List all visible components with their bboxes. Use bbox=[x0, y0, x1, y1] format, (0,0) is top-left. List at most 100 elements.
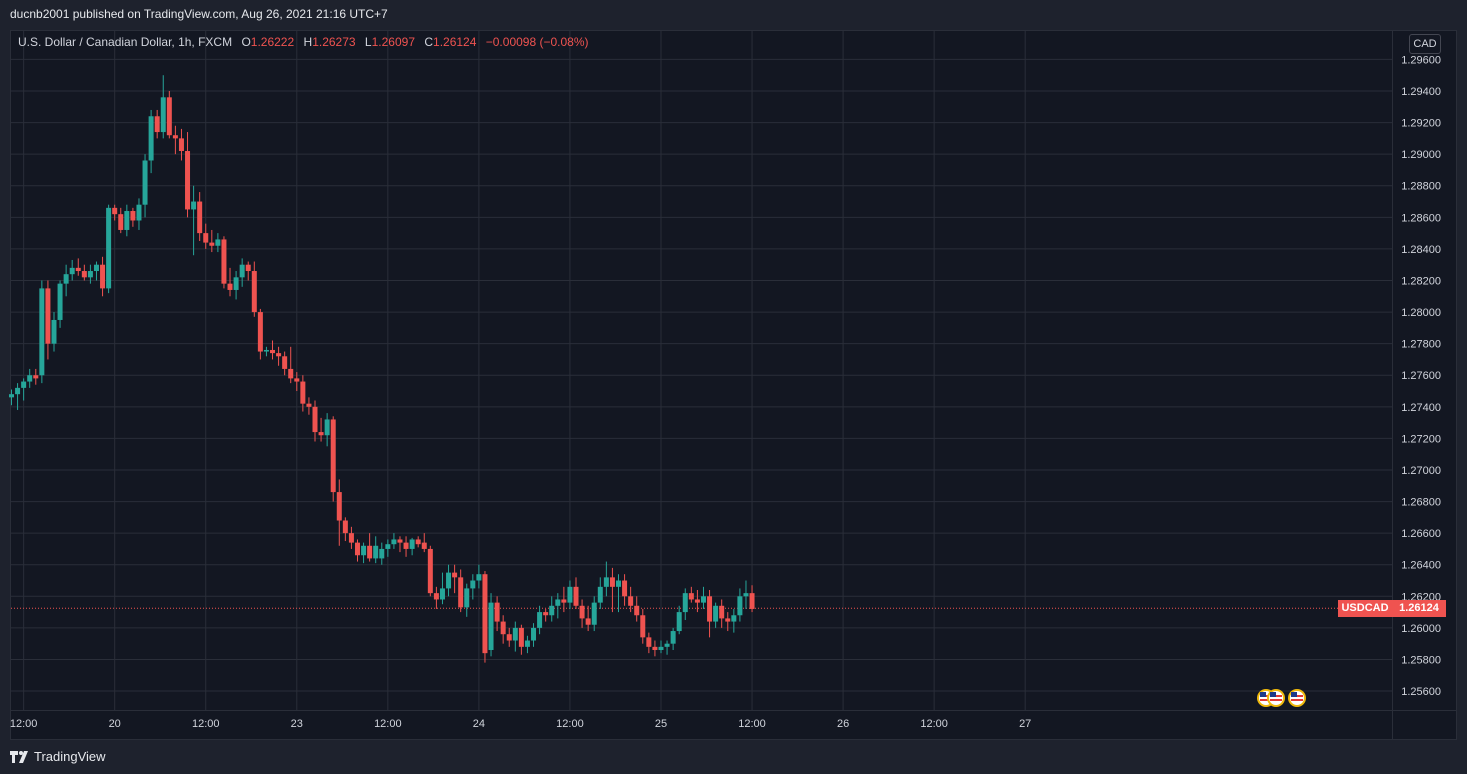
candle bbox=[227, 267, 233, 297]
y-tick-label: 1.28800 bbox=[1401, 181, 1441, 193]
candle-body bbox=[634, 605, 640, 616]
candle bbox=[500, 615, 506, 644]
candle-body bbox=[603, 577, 609, 587]
candle bbox=[288, 346, 294, 384]
candle bbox=[658, 640, 664, 654]
candle-body bbox=[142, 160, 148, 205]
candle-body bbox=[597, 586, 603, 603]
candle-body bbox=[354, 542, 360, 556]
candle bbox=[749, 585, 755, 613]
candle bbox=[203, 223, 209, 249]
candle bbox=[239, 258, 245, 287]
candle bbox=[634, 596, 640, 622]
candle bbox=[664, 640, 670, 655]
candle bbox=[700, 586, 706, 609]
y-tick-label: 1.29200 bbox=[1401, 118, 1441, 130]
tradingview-brand[interactable]: TradingView bbox=[10, 749, 106, 764]
candle-body bbox=[209, 242, 215, 246]
candle bbox=[616, 574, 621, 613]
us-flag-icon[interactable] bbox=[1267, 689, 1285, 707]
candle bbox=[51, 312, 57, 352]
candle bbox=[452, 564, 458, 594]
candle-body bbox=[93, 264, 99, 272]
candle-body bbox=[251, 271, 257, 313]
candle bbox=[75, 258, 81, 276]
candle-body bbox=[573, 586, 579, 606]
candle-body bbox=[15, 387, 21, 395]
candle-body bbox=[670, 631, 676, 644]
x-tick-label: 12:00 bbox=[556, 718, 584, 730]
candle-body bbox=[707, 596, 713, 622]
candle-body bbox=[446, 572, 452, 589]
candle-body bbox=[439, 588, 445, 600]
candle bbox=[464, 583, 470, 617]
candle-body bbox=[731, 615, 737, 622]
candle bbox=[458, 569, 464, 613]
candle bbox=[312, 400, 318, 442]
candle bbox=[373, 536, 379, 564]
candle-body bbox=[494, 602, 500, 622]
candle bbox=[318, 417, 324, 442]
candle-body bbox=[373, 545, 379, 559]
y-tick-label: 1.27000 bbox=[1401, 465, 1441, 477]
candle bbox=[336, 479, 342, 546]
candle bbox=[427, 545, 433, 597]
us-flag-icon[interactable] bbox=[1288, 689, 1306, 707]
change-value: −0.00098 (−0.08%) bbox=[485, 35, 589, 49]
candle-body bbox=[652, 646, 658, 650]
candle bbox=[737, 588, 743, 622]
candle-body bbox=[245, 264, 251, 272]
candle bbox=[160, 75, 166, 139]
close-value: 1.26124 bbox=[433, 35, 477, 49]
candle bbox=[294, 372, 300, 392]
candle bbox=[330, 416, 336, 502]
candle-body bbox=[276, 353, 282, 357]
candle-body bbox=[288, 368, 294, 379]
candle bbox=[191, 185, 197, 256]
candle bbox=[403, 536, 409, 557]
candle-body bbox=[270, 349, 276, 354]
candle-body bbox=[154, 116, 160, 133]
candle-body bbox=[51, 319, 57, 344]
currency-badge[interactable]: CAD bbox=[1409, 34, 1441, 54]
candle bbox=[124, 204, 130, 237]
x-tick-label: 12:00 bbox=[192, 718, 220, 730]
candle-body bbox=[646, 637, 652, 647]
candle bbox=[591, 596, 597, 632]
candle bbox=[130, 207, 136, 227]
candle bbox=[69, 259, 75, 281]
candle bbox=[670, 627, 676, 650]
candle bbox=[694, 589, 700, 613]
candle bbox=[39, 280, 45, 384]
candle bbox=[367, 533, 373, 562]
candle bbox=[87, 264, 93, 284]
candle-body bbox=[664, 643, 670, 647]
candle-body bbox=[227, 283, 233, 290]
last-price-tag: 1.26124 bbox=[1392, 599, 1446, 617]
y-tick-label: 1.26800 bbox=[1401, 497, 1441, 509]
candle-body bbox=[579, 605, 585, 619]
candle bbox=[342, 517, 348, 542]
candle-body bbox=[69, 267, 75, 275]
candle-body bbox=[57, 283, 63, 320]
candle bbox=[57, 280, 63, 328]
candle bbox=[270, 340, 276, 360]
brand-text: TradingView bbox=[34, 749, 106, 764]
candle-body bbox=[397, 539, 403, 543]
candle bbox=[707, 589, 713, 638]
candle-body bbox=[676, 612, 682, 632]
candle bbox=[276, 346, 282, 366]
economic-events bbox=[1257, 689, 1306, 707]
candle bbox=[561, 586, 567, 613]
candle-body bbox=[688, 593, 694, 600]
x-tick-label: 23 bbox=[291, 718, 303, 730]
candle-body bbox=[713, 605, 719, 622]
candle bbox=[713, 602, 719, 628]
candle-body bbox=[233, 277, 239, 290]
bottom-bar: TradingView bbox=[0, 740, 1467, 774]
ohlc-legend: U.S. Dollar / Canadian Dollar, 1h, FXCM … bbox=[18, 35, 589, 49]
y-tick-label: 1.25800 bbox=[1401, 654, 1441, 666]
candle bbox=[15, 383, 21, 410]
candle-body bbox=[719, 605, 725, 619]
